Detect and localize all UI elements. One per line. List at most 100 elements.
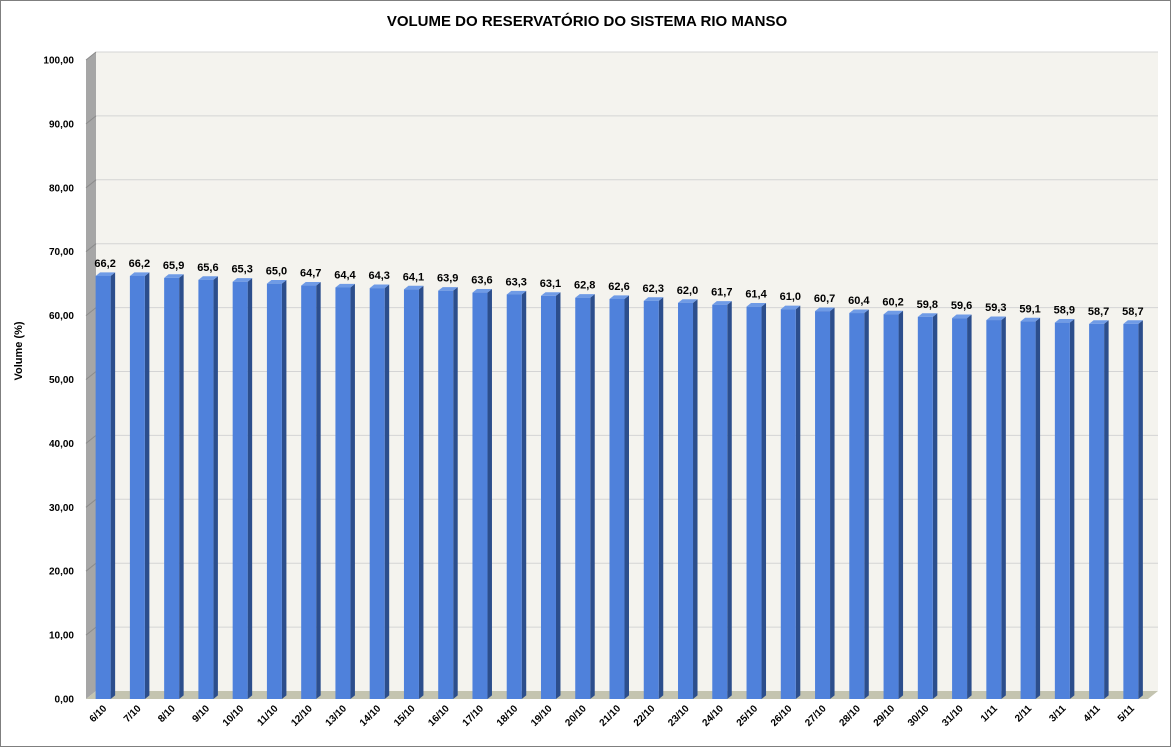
bar-side xyxy=(384,284,390,699)
data-label: 65,9 xyxy=(163,260,184,272)
bar-side xyxy=(521,290,527,699)
bar xyxy=(643,297,664,699)
data-label: 62,6 xyxy=(608,281,629,293)
bar-front xyxy=(232,281,248,699)
bar-side xyxy=(418,285,424,699)
bar-side xyxy=(110,272,116,699)
y-tick-label: 10,00 xyxy=(49,631,74,642)
x-tick-label: 26/10 xyxy=(769,703,795,729)
x-tick-label: 4/11 xyxy=(1082,703,1103,724)
bar-top xyxy=(986,316,1006,321)
data-label: 62,3 xyxy=(643,283,664,295)
bar xyxy=(746,303,767,699)
bar-side xyxy=(179,274,184,699)
data-label: 62,0 xyxy=(677,285,698,297)
bar-top xyxy=(472,288,492,293)
data-labels: 66,2 66,2 65,9 65,6 65,3 65,0 64,7 64,4 64,3 64,1… xyxy=(94,258,1143,318)
data-label: 61,7 xyxy=(711,287,732,299)
bar-top xyxy=(95,272,116,276)
bar-top xyxy=(301,281,321,286)
bar-front xyxy=(369,288,385,699)
bar xyxy=(266,280,287,699)
bar-side xyxy=(727,301,732,699)
bar xyxy=(815,307,835,699)
bar-side xyxy=(1001,316,1006,699)
bar xyxy=(472,288,492,699)
x-tick-label: 13/10 xyxy=(324,703,350,729)
data-label: 58,9 xyxy=(1054,305,1075,317)
bar xyxy=(232,278,253,699)
bar-front xyxy=(403,289,419,699)
bar-top xyxy=(712,301,732,305)
x-tick-label: 9/10 xyxy=(190,703,212,725)
gridline-side xyxy=(85,307,97,316)
data-label: 66,2 xyxy=(94,258,115,270)
x-tick-label: 16/10 xyxy=(426,703,452,729)
bar-front xyxy=(815,311,831,699)
data-label: 59,6 xyxy=(951,300,972,312)
bar-side xyxy=(213,276,218,699)
data-label: 64,1 xyxy=(403,271,424,283)
data-label: 63,6 xyxy=(471,275,492,287)
gridline-side xyxy=(85,243,97,253)
data-label: 61,4 xyxy=(745,289,767,301)
bar-front xyxy=(780,309,796,699)
x-tick-label: 30/10 xyxy=(906,703,932,729)
data-label: 65,3 xyxy=(231,264,252,276)
bar-front xyxy=(643,300,659,699)
bar-front xyxy=(540,295,556,699)
x-tick-label: 1/11 xyxy=(979,703,1000,724)
x-tick-label: 12/10 xyxy=(289,703,315,729)
bar-side xyxy=(144,272,150,699)
data-label: 59,8 xyxy=(917,299,938,311)
bar-top xyxy=(198,276,218,280)
bar-top xyxy=(780,305,801,310)
bar-front xyxy=(472,292,488,699)
y-tick-label: 60,00 xyxy=(49,311,74,322)
bar xyxy=(164,274,184,699)
bar-top xyxy=(883,310,904,315)
y-tick-label: 90,00 xyxy=(49,119,74,130)
bar-side xyxy=(761,303,767,699)
gridline-side xyxy=(85,626,97,636)
x-tick-label: 24/10 xyxy=(700,703,726,729)
gridline-side xyxy=(85,435,97,444)
bar-front xyxy=(129,275,145,699)
gridline-side xyxy=(85,51,97,61)
bar xyxy=(575,294,595,699)
bar xyxy=(1089,320,1109,699)
data-label: 63,3 xyxy=(506,277,527,289)
x-tick-label: 7/10 xyxy=(122,703,144,725)
x-tick-label: 18/10 xyxy=(495,703,521,729)
data-label: 62,8 xyxy=(574,280,595,292)
x-tick-label: 5/11 xyxy=(1116,703,1137,724)
x-tick-label: 17/10 xyxy=(461,703,487,729)
bar xyxy=(95,272,116,699)
bar-side xyxy=(590,294,595,699)
bar-side xyxy=(555,292,561,699)
bar-front xyxy=(952,318,968,699)
bar-side xyxy=(967,314,972,699)
bar-top xyxy=(678,299,698,303)
bar-front xyxy=(883,314,899,699)
x-tick-label: 15/10 xyxy=(392,703,418,729)
bar-front xyxy=(1089,323,1105,699)
x-tick-label: 28/10 xyxy=(837,703,863,729)
bar-side xyxy=(247,278,253,699)
bar-top xyxy=(917,313,938,317)
x-tick-label: 11/10 xyxy=(255,703,280,728)
bar xyxy=(1054,319,1075,699)
data-label: 60,2 xyxy=(882,296,903,308)
y-tick-label: 50,00 xyxy=(49,375,74,386)
bar xyxy=(883,310,904,699)
data-label: 64,7 xyxy=(300,268,321,280)
bar-front xyxy=(1123,323,1139,699)
bar-top xyxy=(369,284,390,289)
bar-side xyxy=(350,283,355,699)
bar-top xyxy=(1020,317,1041,322)
y-tick-label: 0,00 xyxy=(55,695,75,706)
data-label: 59,3 xyxy=(985,302,1006,314)
bar-top xyxy=(403,285,424,290)
